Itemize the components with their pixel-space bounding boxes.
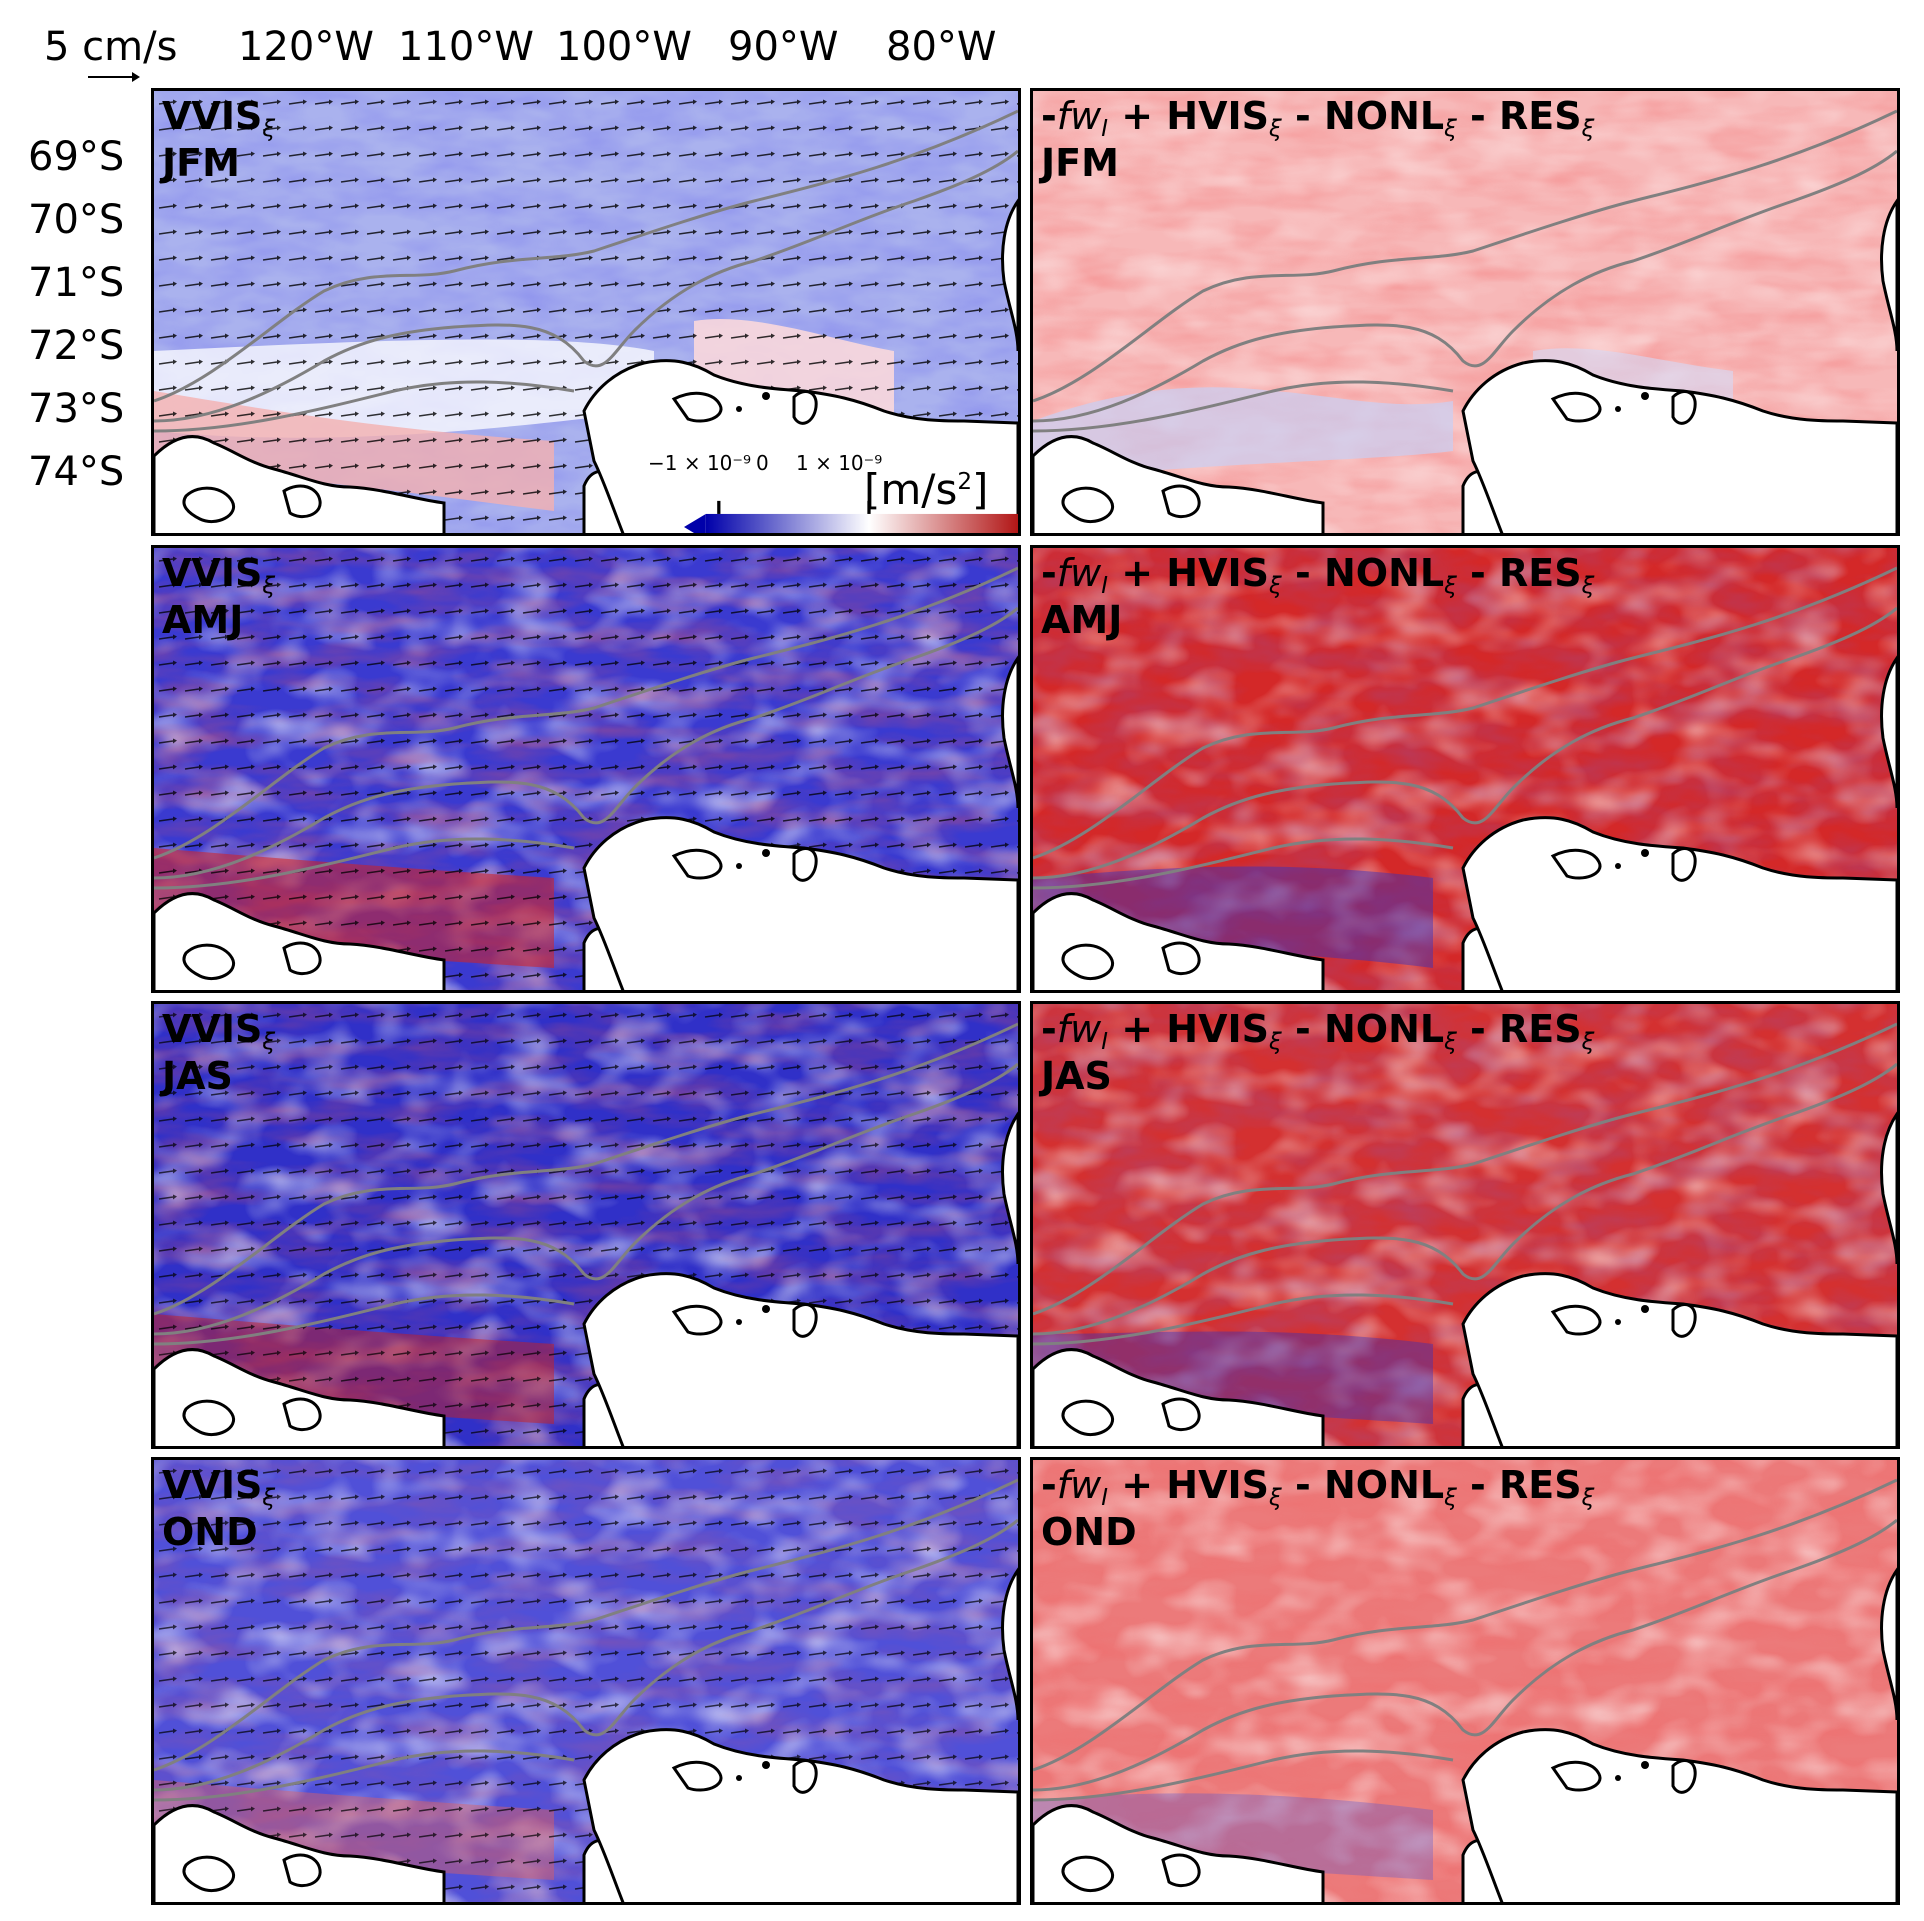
colorbar: −1 × 10⁻⁹ 0 1 × 10⁻⁹ [m/s2] xyxy=(644,451,1018,533)
season-label: JAS xyxy=(1041,1054,1112,1099)
title-hvis: + HVIS xyxy=(1107,551,1270,595)
title-fw: fw xyxy=(1056,1463,1102,1507)
title-fw-sub: I xyxy=(1101,1484,1108,1511)
term-subscript: ξ xyxy=(262,572,276,599)
map-vvis-amj xyxy=(154,548,1018,990)
title-nonl-sub: ξ xyxy=(1444,572,1457,599)
season-label: AMJ xyxy=(162,598,244,643)
map-residual-amj xyxy=(1033,548,1897,990)
title-minus: - xyxy=(1041,1463,1057,1507)
title-res: - RES xyxy=(1456,94,1582,138)
colorbar-unit: [m/s2] xyxy=(864,465,989,514)
title-res-sub: ξ xyxy=(1581,115,1595,142)
season-label: JAS xyxy=(162,1054,233,1099)
term-label: VVIS xyxy=(162,551,263,595)
panel-residual-jas: -fwI + HVISξ - NONLξ - RESξ JAS xyxy=(1030,1001,1900,1449)
title-res: - RES xyxy=(1456,551,1582,595)
title-res-sub: ξ xyxy=(1581,1028,1595,1055)
map-vvis-ond xyxy=(154,1460,1018,1902)
panel-title: VVISξ JAS xyxy=(162,1007,276,1099)
title-hvis-sub: ξ xyxy=(1269,1028,1282,1055)
term-label: VVIS xyxy=(162,94,263,138)
lon-label-120w: 120°W xyxy=(238,24,374,70)
season-label: AMJ xyxy=(1041,598,1123,643)
season-label: OND xyxy=(162,1510,258,1555)
title-minus: - xyxy=(1041,1007,1057,1051)
title-hvis-sub: ξ xyxy=(1269,1484,1282,1511)
panel-vvis-amj: VVISξ AMJ xyxy=(151,545,1021,993)
lon-label-100w: 100°W xyxy=(556,24,692,70)
title-nonl: - NONL xyxy=(1281,1007,1445,1051)
lon-label-80w: 80°W xyxy=(886,24,997,70)
title-hvis: + HVIS xyxy=(1107,1007,1270,1051)
title-fw-sub: I xyxy=(1101,115,1108,142)
title-hvis: + HVIS xyxy=(1107,1463,1270,1507)
map-residual-jas xyxy=(1033,1004,1897,1446)
term-label: VVIS xyxy=(162,1007,263,1051)
title-nonl: - NONL xyxy=(1281,94,1445,138)
title-nonl: - NONL xyxy=(1281,551,1445,595)
title-nonl-sub: ξ xyxy=(1444,1484,1457,1511)
panel-title: VVISξ AMJ xyxy=(162,551,276,643)
title-fw: fw xyxy=(1056,1007,1102,1051)
scale-arrow-icon xyxy=(88,72,140,82)
panel-title: -fwI + HVISξ - NONLξ - RESξ JFM xyxy=(1041,94,1595,186)
season-label: JFM xyxy=(1041,141,1119,186)
panel-title: -fwI + HVISξ - NONLξ - RESξ OND xyxy=(1041,1463,1595,1555)
title-res-sub: ξ xyxy=(1581,572,1595,599)
title-hvis-sub: ξ xyxy=(1269,115,1282,142)
title-minus: - xyxy=(1041,94,1057,138)
lat-label-69s: 69°S xyxy=(28,134,125,180)
lat-label-71s: 71°S xyxy=(28,260,125,306)
title-nonl-sub: ξ xyxy=(1444,1028,1457,1055)
panel-vvis-ond: VVISξ OND xyxy=(151,1457,1021,1905)
lat-label-73s: 73°S xyxy=(28,386,125,432)
title-minus: - xyxy=(1041,551,1057,595)
title-hvis: + HVIS xyxy=(1107,94,1270,138)
panel-title: -fwI + HVISξ - NONLξ - RESξ AMJ xyxy=(1041,551,1595,643)
lat-label-72s: 72°S xyxy=(28,323,125,369)
title-fw: fw xyxy=(1056,551,1102,595)
title-res: - RES xyxy=(1456,1463,1582,1507)
colorbar-tick-neg: −1 × 10⁻⁹ xyxy=(648,451,751,475)
map-residual-ond xyxy=(1033,1460,1897,1902)
colorbar-tick-zero: 0 xyxy=(756,451,769,475)
title-nonl: - NONL xyxy=(1281,1463,1445,1507)
panel-residual-jfm: -fwI + HVISξ - NONLξ - RESξ JFM xyxy=(1030,88,1900,536)
map-vvis-jfm xyxy=(154,91,1018,533)
title-res: - RES xyxy=(1456,1007,1582,1051)
map-residual-jfm xyxy=(1033,91,1897,533)
lon-label-110w: 110°W xyxy=(398,24,534,70)
panel-title: -fwI + HVISξ - NONLξ - RESξ JAS xyxy=(1041,1007,1595,1099)
title-fw-sub: I xyxy=(1101,572,1108,599)
colorbar-gradient xyxy=(684,500,1018,533)
title-hvis-sub: ξ xyxy=(1269,572,1282,599)
term-subscript: ξ xyxy=(262,115,276,142)
title-res-sub: ξ xyxy=(1581,1484,1595,1511)
lat-label-70s: 70°S xyxy=(28,197,125,243)
scale-label: 5 cm/s xyxy=(44,24,178,70)
panel-residual-ond: -fwI + HVISξ - NONLξ - RESξ OND xyxy=(1030,1457,1900,1905)
lon-label-90w: 90°W xyxy=(728,24,839,70)
map-vvis-jas xyxy=(154,1004,1018,1446)
title-nonl-sub: ξ xyxy=(1444,115,1457,142)
season-label: OND xyxy=(1041,1510,1137,1555)
term-subscript: ξ xyxy=(262,1484,276,1511)
panel-residual-amj: -fwI + HVISξ - NONLξ - RESξ AMJ xyxy=(1030,545,1900,993)
term-subscript: ξ xyxy=(262,1028,276,1055)
season-label: JFM xyxy=(162,141,240,186)
panel-vvis-jfm: VVISξ JFM −1 × 10⁻⁹ 0 1 × 10⁻⁹ [m/s2] xyxy=(151,88,1021,536)
panel-vvis-jas: VVISξ JAS xyxy=(151,1001,1021,1449)
term-label: VVIS xyxy=(162,1463,263,1507)
colorbar-tick-pos: 1 × 10⁻⁹ xyxy=(796,451,883,475)
title-fw: fw xyxy=(1056,94,1102,138)
panel-title: VVISξ OND xyxy=(162,1463,276,1555)
title-fw-sub: I xyxy=(1101,1028,1108,1055)
panel-title: VVISξ JFM xyxy=(162,94,276,186)
lat-label-74s: 74°S xyxy=(28,449,125,495)
